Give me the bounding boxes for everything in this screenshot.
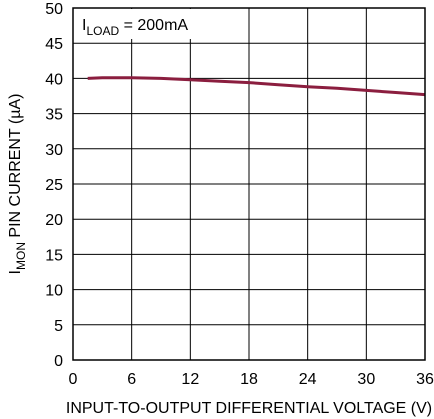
y-axis-label: IMON PIN CURRENT (µA) <box>7 94 28 275</box>
series-group <box>87 76 426 97</box>
x-tick-label: 0 <box>69 371 78 388</box>
annotation-prefix: I <box>82 17 86 34</box>
x-tick-label: 12 <box>181 371 199 388</box>
y-tick-label: 50 <box>45 1 63 18</box>
x-tick-label: 6 <box>127 371 136 388</box>
y-tick-label: 20 <box>45 212 63 229</box>
x-tick-label: 36 <box>416 371 434 388</box>
y-tick-label: 15 <box>45 247 63 264</box>
y-tick-label: 30 <box>45 142 63 159</box>
y-tick-label: 45 <box>45 36 63 53</box>
x-tick-labels: 0 6 12 18 24 30 36 <box>69 371 434 388</box>
load-annotation: ILOAD = 200mA <box>82 17 188 38</box>
y-tick-labels: 0 5 10 15 20 25 30 35 40 45 50 <box>45 1 63 370</box>
plot-frame <box>72 7 426 361</box>
x-tick-label: 18 <box>240 371 258 388</box>
y-axis-label-suffix: PIN CURRENT (µA) <box>7 94 24 242</box>
y-tick-label: 25 <box>45 177 63 194</box>
annotation-subscript: LOAD <box>86 24 119 38</box>
annotation-suffix: = 200mA <box>119 17 188 34</box>
y-tick-label: 35 <box>45 107 63 124</box>
y-tick-label: 0 <box>54 353 63 370</box>
series-line <box>87 76 426 97</box>
x-tick-label: 30 <box>357 371 375 388</box>
y-tick-label: 5 <box>54 318 63 335</box>
y-tick-label: 10 <box>45 283 63 300</box>
y-tick-label: 40 <box>45 71 63 88</box>
y-axis-label-prefix: I <box>7 270 24 274</box>
y-axis-label-subscript: MON <box>14 242 28 270</box>
x-axis-label: INPUT-TO-OUTPUT DIFFERENTIAL VOLTAGE (V) <box>66 400 432 417</box>
annotation-background <box>74 9 210 39</box>
x-tick-label: 24 <box>299 371 317 388</box>
grid <box>72 7 426 361</box>
